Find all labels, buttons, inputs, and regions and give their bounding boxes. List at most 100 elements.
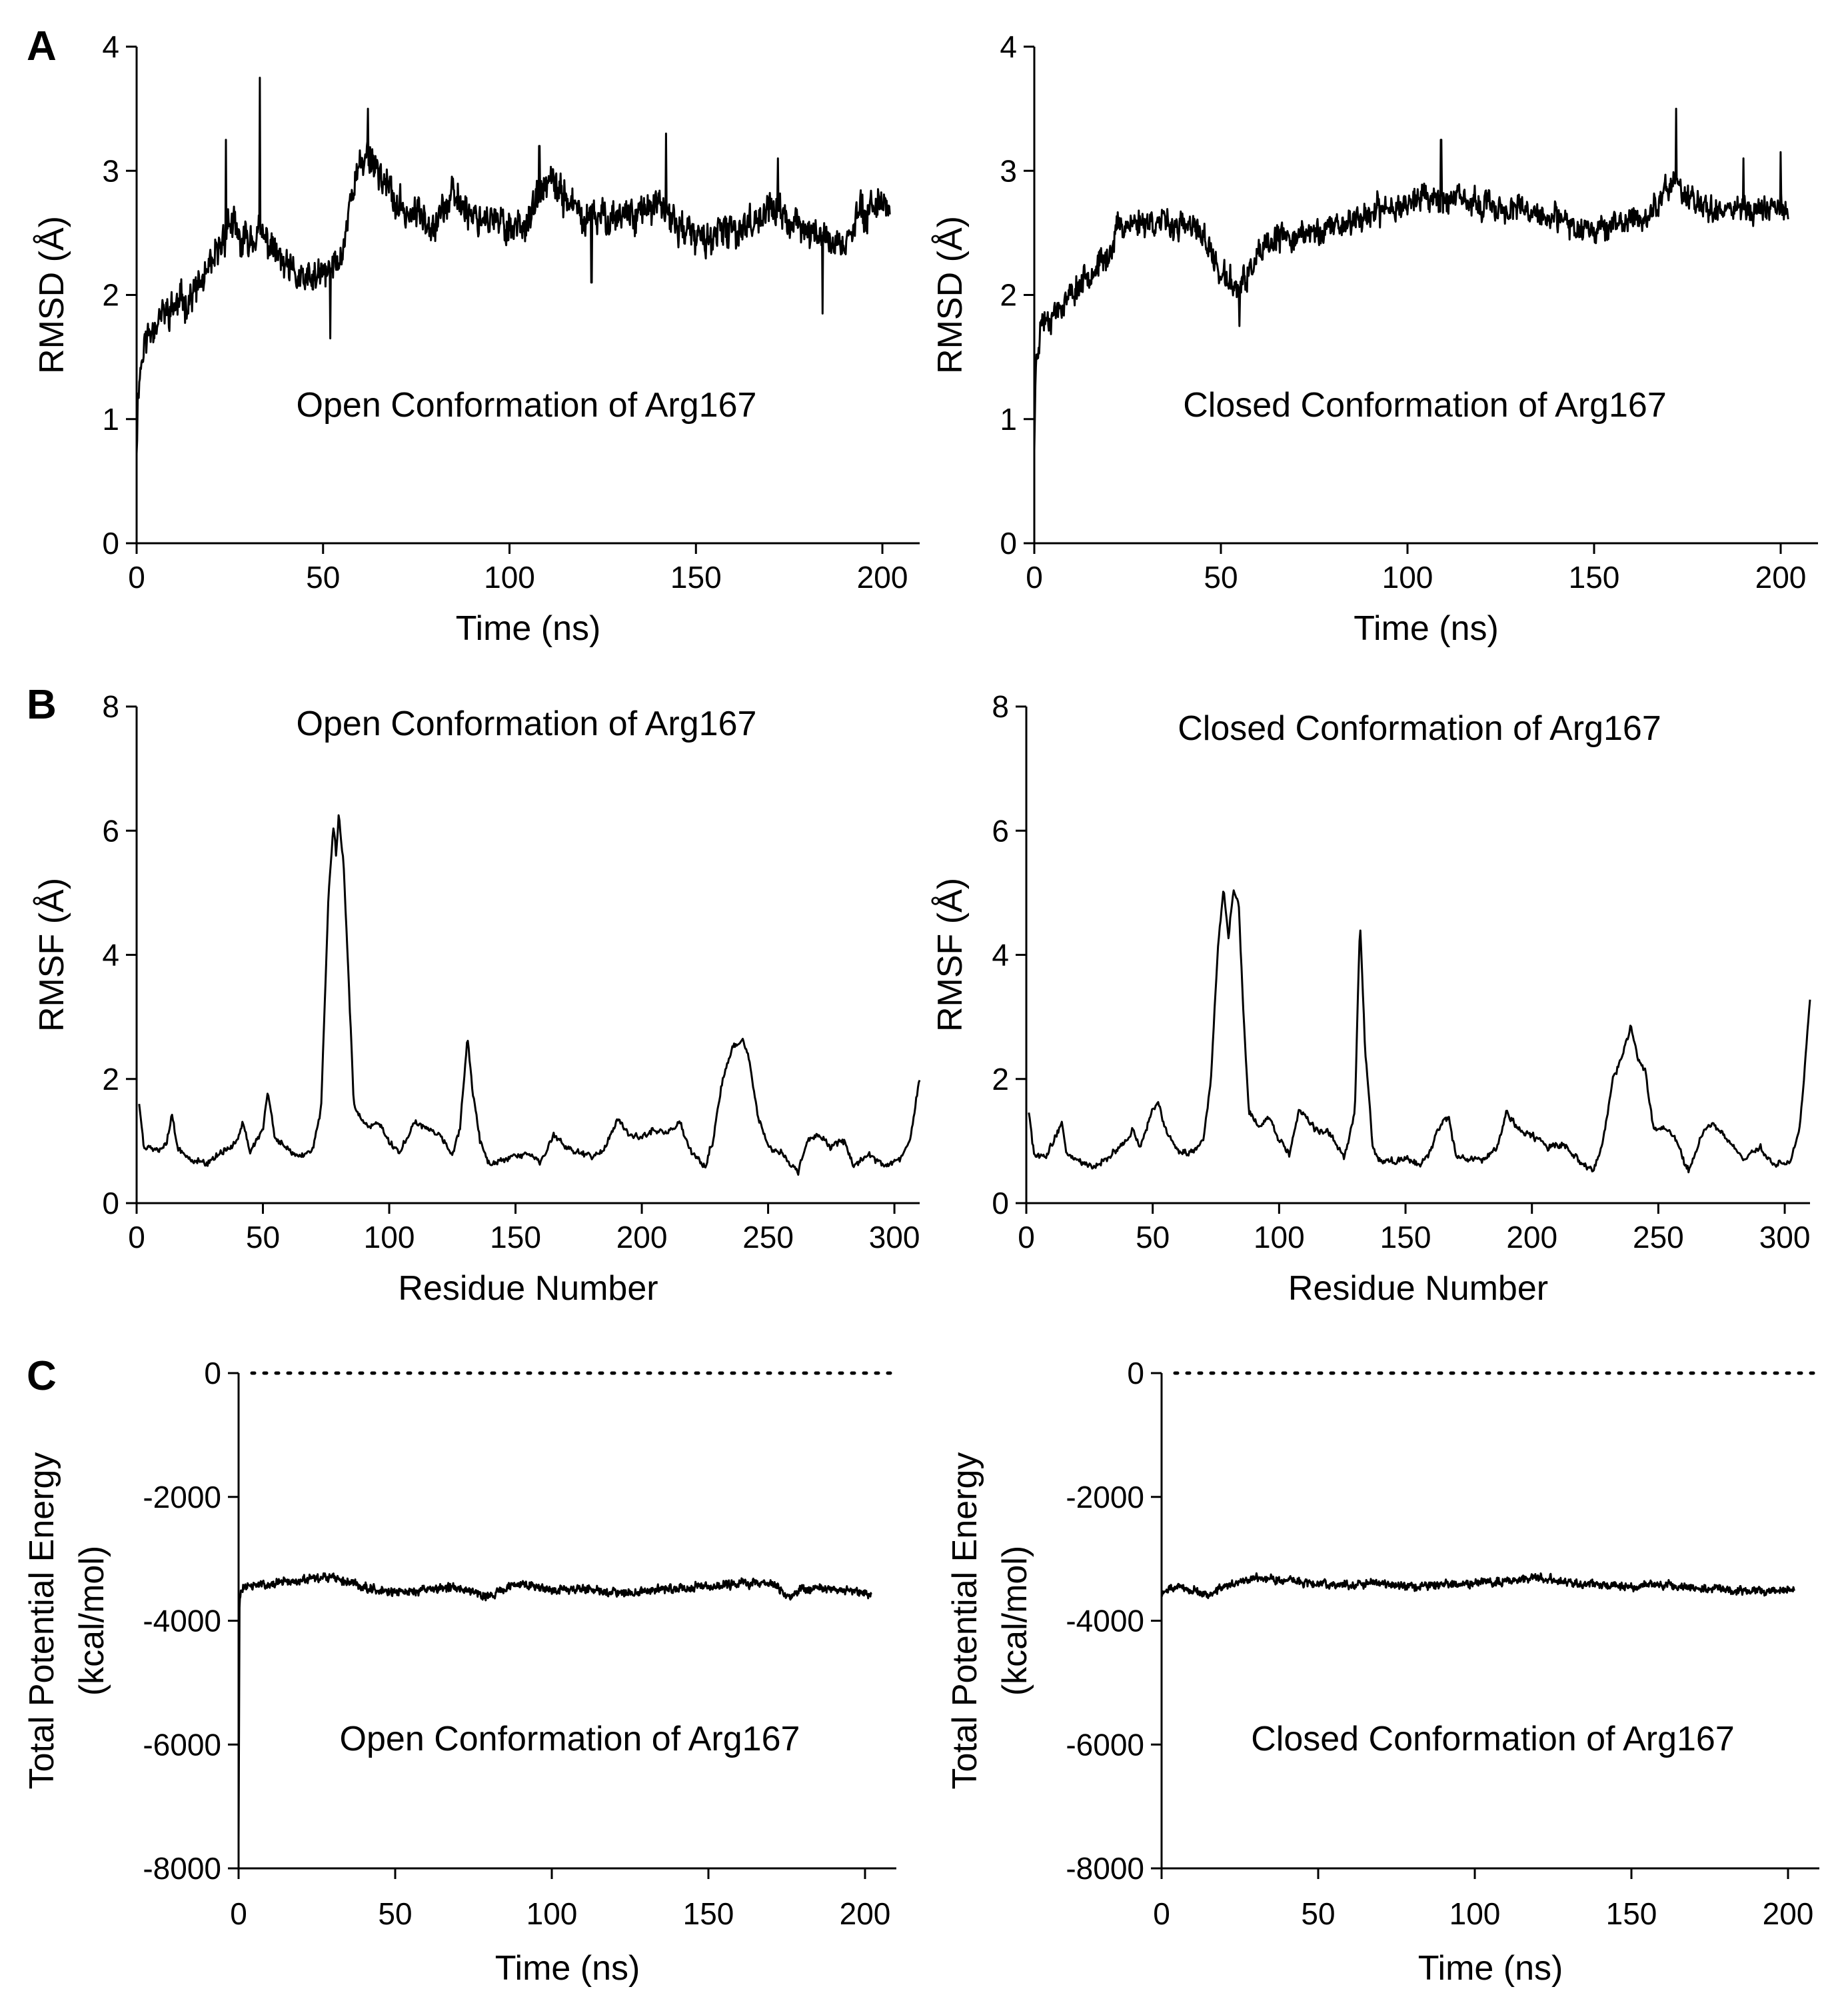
y-tick-label: 1 <box>1000 402 1017 437</box>
x-tick-label: 200 <box>616 1220 668 1254</box>
y-tick-label: 6 <box>992 813 1009 848</box>
x-tick-label: 0 <box>1018 1220 1035 1254</box>
x-axis-title: Time (ns) <box>1354 609 1499 648</box>
y-axis-title: RMSD (Å) <box>33 216 71 374</box>
y-tick-label: 2 <box>992 1062 1009 1096</box>
y-tick-label: 0 <box>102 1186 119 1220</box>
y-tick-label: -4000 <box>143 1604 221 1638</box>
y-tick-label: 4 <box>1000 29 1017 64</box>
data-series-line <box>1160 1572 1795 1600</box>
x-tick-label: 100 <box>526 1896 578 1931</box>
plot-b-open: 0 2 4 6 8 0 50 100 150 200 250 300 Residue Number RMS… <box>33 689 921 1308</box>
y-tick-label: 6 <box>102 813 119 848</box>
y-tick-label: 8 <box>992 689 1009 724</box>
y-axis-title: RMSD (Å) <box>931 216 970 374</box>
data-series-line <box>1028 889 1811 1174</box>
plot-a-closed: 0 1 2 3 4 0 50 100 150 200 Time (ns) RMSD (Å) Closed… <box>931 29 1818 648</box>
y-tick-label: 2 <box>102 1062 119 1096</box>
x-tick-label: 200 <box>1755 560 1807 595</box>
y-axis-title-units: (kcal/mol) <box>73 1546 111 1696</box>
conformation-label: Open Conformation of Arg167 <box>340 1720 800 1758</box>
panel-letter-b: B <box>27 682 57 728</box>
data-series-line <box>138 814 921 1176</box>
conformation-label: Closed Conformation of Arg167 <box>1183 386 1667 425</box>
x-axis-title: Residue Number <box>398 1269 658 1308</box>
y-axis-title: RMSF (Å) <box>33 878 71 1032</box>
y-tick-label: 4 <box>102 938 119 973</box>
x-tick-label: 50 <box>378 1896 412 1931</box>
x-tick-label: 150 <box>490 1220 541 1254</box>
x-tick-label: 100 <box>364 1220 415 1254</box>
x-tick-label: 150 <box>1380 1220 1431 1254</box>
y-tick-label: 0 <box>102 526 119 561</box>
panel-letter-a: A <box>27 23 57 69</box>
data-series-line <box>237 1572 872 1841</box>
x-tick-label: 0 <box>128 1220 145 1254</box>
y-tick-label: 3 <box>102 153 119 188</box>
x-tick-label: 50 <box>306 560 340 595</box>
x-tick-label: 100 <box>1254 1220 1305 1254</box>
y-tick-label: 3 <box>1000 153 1017 188</box>
y-tick-label: 8 <box>102 689 119 724</box>
x-tick-label: 0 <box>1153 1896 1170 1931</box>
y-axis-title-units: (kcal/mol) <box>996 1546 1034 1696</box>
x-tick-label: 300 <box>869 1220 920 1254</box>
y-tick-label: -6000 <box>143 1727 221 1762</box>
plot-b-closed: 0 2 4 6 8 0 50 100 150 200 250 300 Residue Number RMS… <box>931 689 1811 1308</box>
x-tick-label: 200 <box>857 560 908 595</box>
plot-a-open: 0 1 2 3 4 0 50 100 150 200 Time (ns) RMSD (Å) Open C… <box>33 29 920 648</box>
conformation-label: Open Conformation of Arg167 <box>297 386 757 425</box>
conformation-label: Closed Conformation of Arg167 <box>1178 709 1661 748</box>
y-tick-label: -2000 <box>1066 1480 1144 1514</box>
y-tick-label: 1 <box>102 402 119 437</box>
data-series-line <box>135 77 891 454</box>
x-tick-label: 250 <box>742 1220 794 1254</box>
x-tick-label: 100 <box>484 560 535 595</box>
y-tick-label: -4000 <box>1066 1604 1144 1638</box>
y-tick-label: 4 <box>102 29 119 64</box>
plot-c-closed: 0 -2000 -4000 -6000 -8000 0 50 100 150 200 Time (n… <box>946 1356 1821 1988</box>
y-axis-title: Total Potential Energy <box>23 1452 61 1790</box>
y-tick-label: 0 <box>1127 1356 1144 1390</box>
conformation-label: Closed Conformation of Arg167 <box>1251 1720 1735 1758</box>
y-tick-label: -8000 <box>1066 1851 1144 1886</box>
y-tick-label: 2 <box>102 278 119 313</box>
x-tick-label: 0 <box>230 1896 247 1931</box>
y-tick-label: -2000 <box>143 1480 221 1514</box>
y-tick-label: 2 <box>1000 278 1017 313</box>
x-tick-label: 50 <box>1301 1896 1335 1931</box>
y-axis-title: RMSF (Å) <box>931 878 970 1032</box>
plot-c-open: 0 -2000 -4000 -6000 -8000 0 50 100 150 200 Time (n… <box>23 1356 898 1988</box>
y-tick-label: 0 <box>992 1186 1009 1220</box>
x-tick-label: 300 <box>1759 1220 1811 1254</box>
x-tick-label: 150 <box>1569 560 1620 595</box>
y-tick-label: 0 <box>204 1356 221 1390</box>
x-tick-label: 0 <box>128 560 145 595</box>
x-tick-label: 150 <box>670 560 722 595</box>
x-tick-label: 150 <box>1606 1896 1657 1931</box>
x-tick-label: 50 <box>1136 1220 1170 1254</box>
x-tick-label: 50 <box>1204 560 1238 595</box>
x-tick-label: 0 <box>1026 560 1043 595</box>
x-axis-title: Time (ns) <box>456 609 601 648</box>
x-tick-label: 200 <box>840 1896 891 1931</box>
x-tick-label: 150 <box>683 1896 734 1931</box>
x-tick-label: 50 <box>246 1220 280 1254</box>
x-tick-label: 200 <box>1763 1896 1814 1931</box>
y-tick-label: 0 <box>1000 526 1017 561</box>
y-tick-label: -6000 <box>1066 1727 1144 1762</box>
x-axis-title: Residue Number <box>1288 1269 1548 1308</box>
conformation-label: Open Conformation of Arg167 <box>297 705 757 743</box>
data-series-line <box>1033 107 1789 451</box>
x-tick-label: 100 <box>1449 1896 1501 1931</box>
y-tick-label: -8000 <box>143 1851 221 1886</box>
panel-letter-c: C <box>27 1353 57 1399</box>
x-tick-label: 100 <box>1382 560 1433 595</box>
y-tick-label: 4 <box>992 938 1009 973</box>
y-axis-title: Total Potential Energy <box>946 1452 984 1790</box>
x-tick-label: 250 <box>1633 1220 1684 1254</box>
x-axis-title: Time (ns) <box>495 1949 640 1988</box>
x-axis-title: Time (ns) <box>1418 1949 1563 1988</box>
x-tick-label: 200 <box>1506 1220 1557 1254</box>
